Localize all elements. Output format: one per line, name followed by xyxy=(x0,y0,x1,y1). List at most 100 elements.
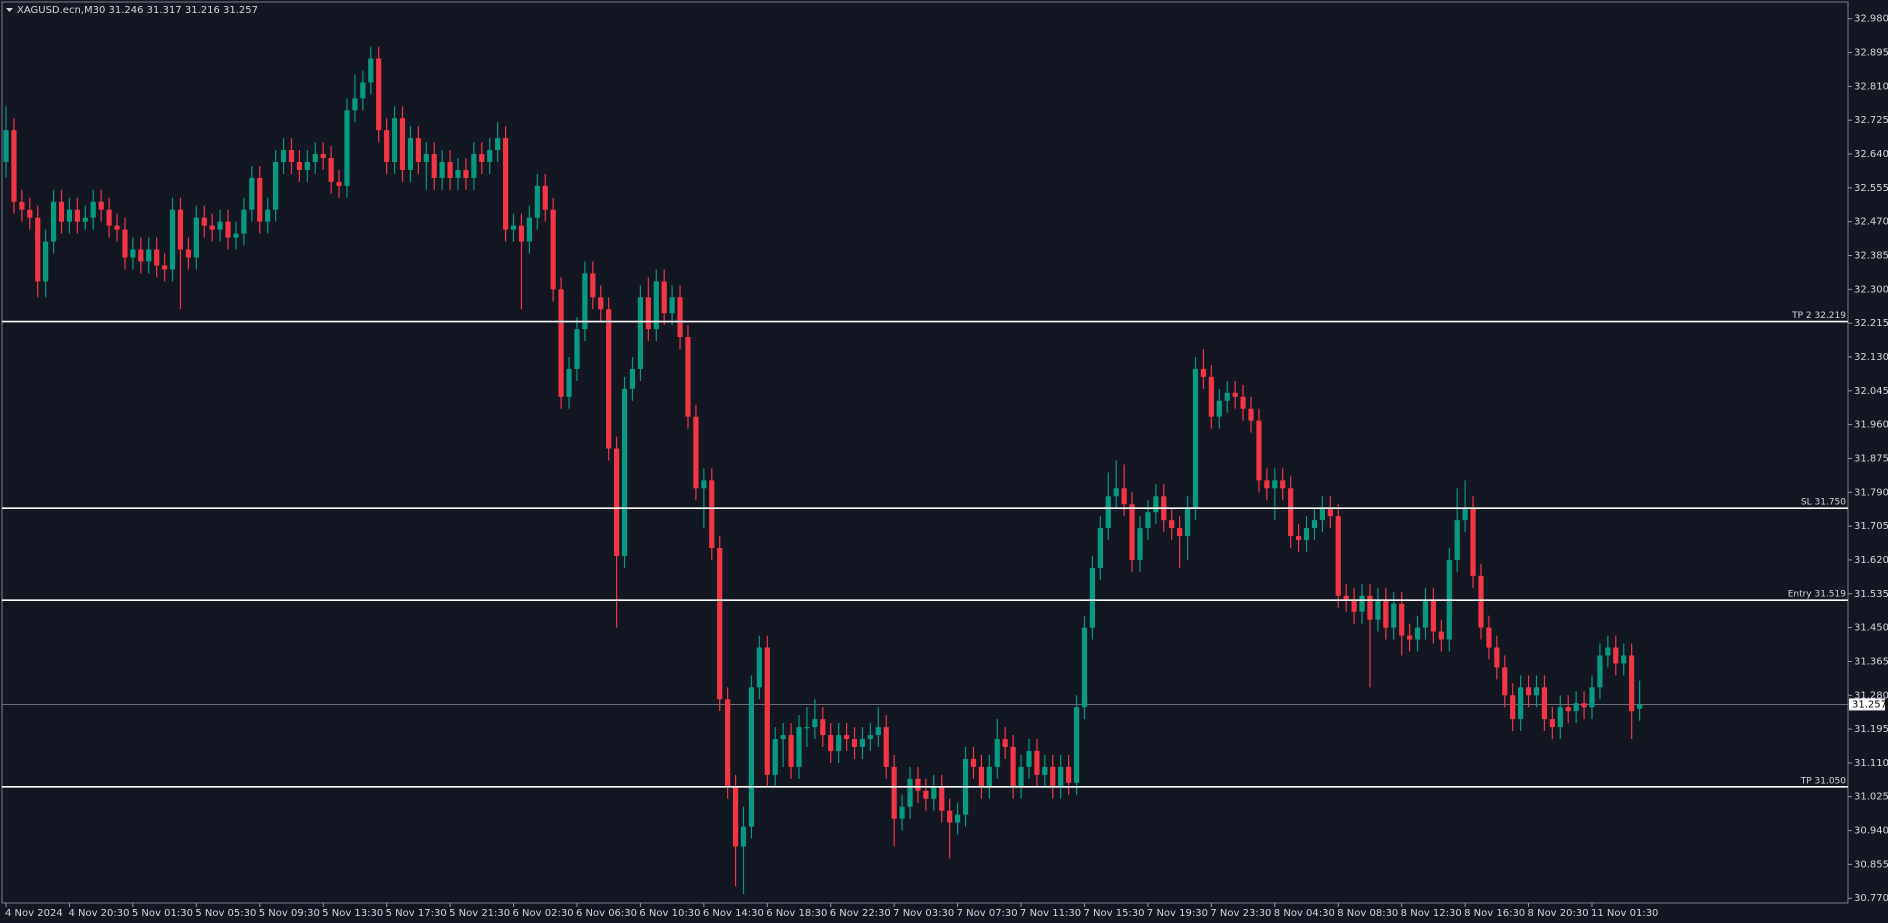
candle-body xyxy=(1414,627,1421,640)
candle-body xyxy=(479,154,485,162)
candle-body xyxy=(1454,520,1460,560)
candle-body xyxy=(138,249,144,262)
candle-body xyxy=(1438,631,1444,640)
candle-body xyxy=(883,727,889,767)
candle-body xyxy=(843,735,850,740)
candle-body xyxy=(217,221,223,230)
x-tick-label: 8 Nov 04:30 xyxy=(1274,908,1335,919)
x-tick-label: 6 Nov 14:30 xyxy=(703,908,764,919)
candle-body xyxy=(27,209,33,218)
symbol-menu-icon[interactable] xyxy=(6,8,13,12)
y-tick-label: 32.470 xyxy=(1854,217,1888,228)
candle-body xyxy=(653,281,659,330)
x-tick-label: 11 Nov 01:30 xyxy=(1591,908,1658,919)
candle-body xyxy=(566,368,572,397)
candle-body xyxy=(986,766,992,787)
candle-body xyxy=(772,739,778,775)
candle-body xyxy=(106,209,112,226)
y-tick-label: 31.960 xyxy=(1854,420,1888,431)
x-tick-label: 4 Nov 20:30 xyxy=(68,908,129,919)
candle-body xyxy=(764,647,770,775)
candle-body xyxy=(709,480,715,549)
candle-body xyxy=(923,790,929,799)
candle-body xyxy=(35,217,41,282)
candle-body xyxy=(994,739,1000,767)
y-tick-label: 32.810 xyxy=(1854,81,1888,92)
candle-body xyxy=(320,154,326,159)
y-tick-label: 31.450 xyxy=(1854,623,1888,634)
y-tick-label: 30.855 xyxy=(1854,859,1888,870)
y-tick-label: 32.130 xyxy=(1854,352,1888,363)
candle-body xyxy=(677,297,683,338)
x-tick-label: 7 Nov 07:30 xyxy=(957,908,1018,919)
candle-body xyxy=(1248,408,1254,421)
candle-body xyxy=(1311,520,1318,529)
candle-body xyxy=(1367,595,1373,620)
level-label: TP 31.050 xyxy=(1800,776,1847,786)
candle-body xyxy=(328,158,334,182)
candle-body xyxy=(177,209,184,250)
candle-body xyxy=(780,735,786,740)
y-tick-label: 30.940 xyxy=(1854,826,1888,837)
y-tick-label: 31.280 xyxy=(1854,690,1888,701)
candle-body xyxy=(867,735,873,740)
candle-body xyxy=(431,154,437,178)
candle-body xyxy=(606,309,612,449)
candle-body xyxy=(1359,595,1365,612)
candle-body xyxy=(574,329,580,369)
candle-body xyxy=(399,118,406,170)
candle-body xyxy=(1240,396,1246,409)
candle-body xyxy=(1042,766,1048,775)
candle-body xyxy=(725,699,731,787)
candle-body xyxy=(955,814,961,823)
candle-body xyxy=(970,758,977,767)
candle-body xyxy=(1541,687,1548,720)
x-tick-label: 5 Nov 21:30 xyxy=(449,908,510,919)
candle-body xyxy=(669,297,675,314)
candle-body xyxy=(58,201,65,222)
candle-body xyxy=(1034,750,1040,775)
x-tick-label: 5 Nov 17:30 xyxy=(386,908,447,919)
candle-body xyxy=(1129,504,1135,560)
candle-body xyxy=(122,229,128,258)
candle-body xyxy=(550,209,556,290)
level-label: SL 31.750 xyxy=(1801,498,1846,508)
candle-body xyxy=(915,778,921,791)
candle-body xyxy=(312,154,318,162)
candle-body xyxy=(645,297,651,330)
candle-body xyxy=(1573,703,1579,712)
candle-body xyxy=(1224,392,1230,401)
candle-body xyxy=(1525,687,1532,696)
candle-body xyxy=(1605,647,1611,656)
candle-body xyxy=(376,58,382,131)
candle-body xyxy=(1058,766,1064,787)
x-tick-label: 6 Nov 02:30 xyxy=(513,908,574,919)
candle-body xyxy=(1089,567,1096,628)
candle-body xyxy=(130,249,136,258)
candle-body xyxy=(233,233,239,238)
candle-body xyxy=(43,241,49,282)
candle-body xyxy=(875,727,881,736)
candle-body xyxy=(1184,508,1191,537)
candle-body xyxy=(1502,667,1508,696)
candle-body xyxy=(1319,508,1325,521)
candle-body xyxy=(1264,480,1270,489)
candle-body xyxy=(947,810,953,823)
candle-body xyxy=(209,225,215,230)
y-tick-label: 31.025 xyxy=(1854,792,1888,803)
candle-body xyxy=(1169,520,1175,529)
candle-body xyxy=(1597,655,1603,688)
candle-body xyxy=(1565,707,1571,712)
candle-body xyxy=(1137,528,1143,560)
x-tick-label: 7 Nov 23:30 xyxy=(1210,908,1271,919)
candle-body xyxy=(1280,480,1286,489)
candle-body xyxy=(336,181,342,186)
candle-body xyxy=(534,185,540,218)
candle-body xyxy=(273,161,279,210)
candle-body xyxy=(590,273,596,298)
candle-body xyxy=(19,201,25,210)
candle-body xyxy=(1018,766,1024,787)
candle-body xyxy=(1073,707,1080,783)
candle-body xyxy=(621,388,628,556)
